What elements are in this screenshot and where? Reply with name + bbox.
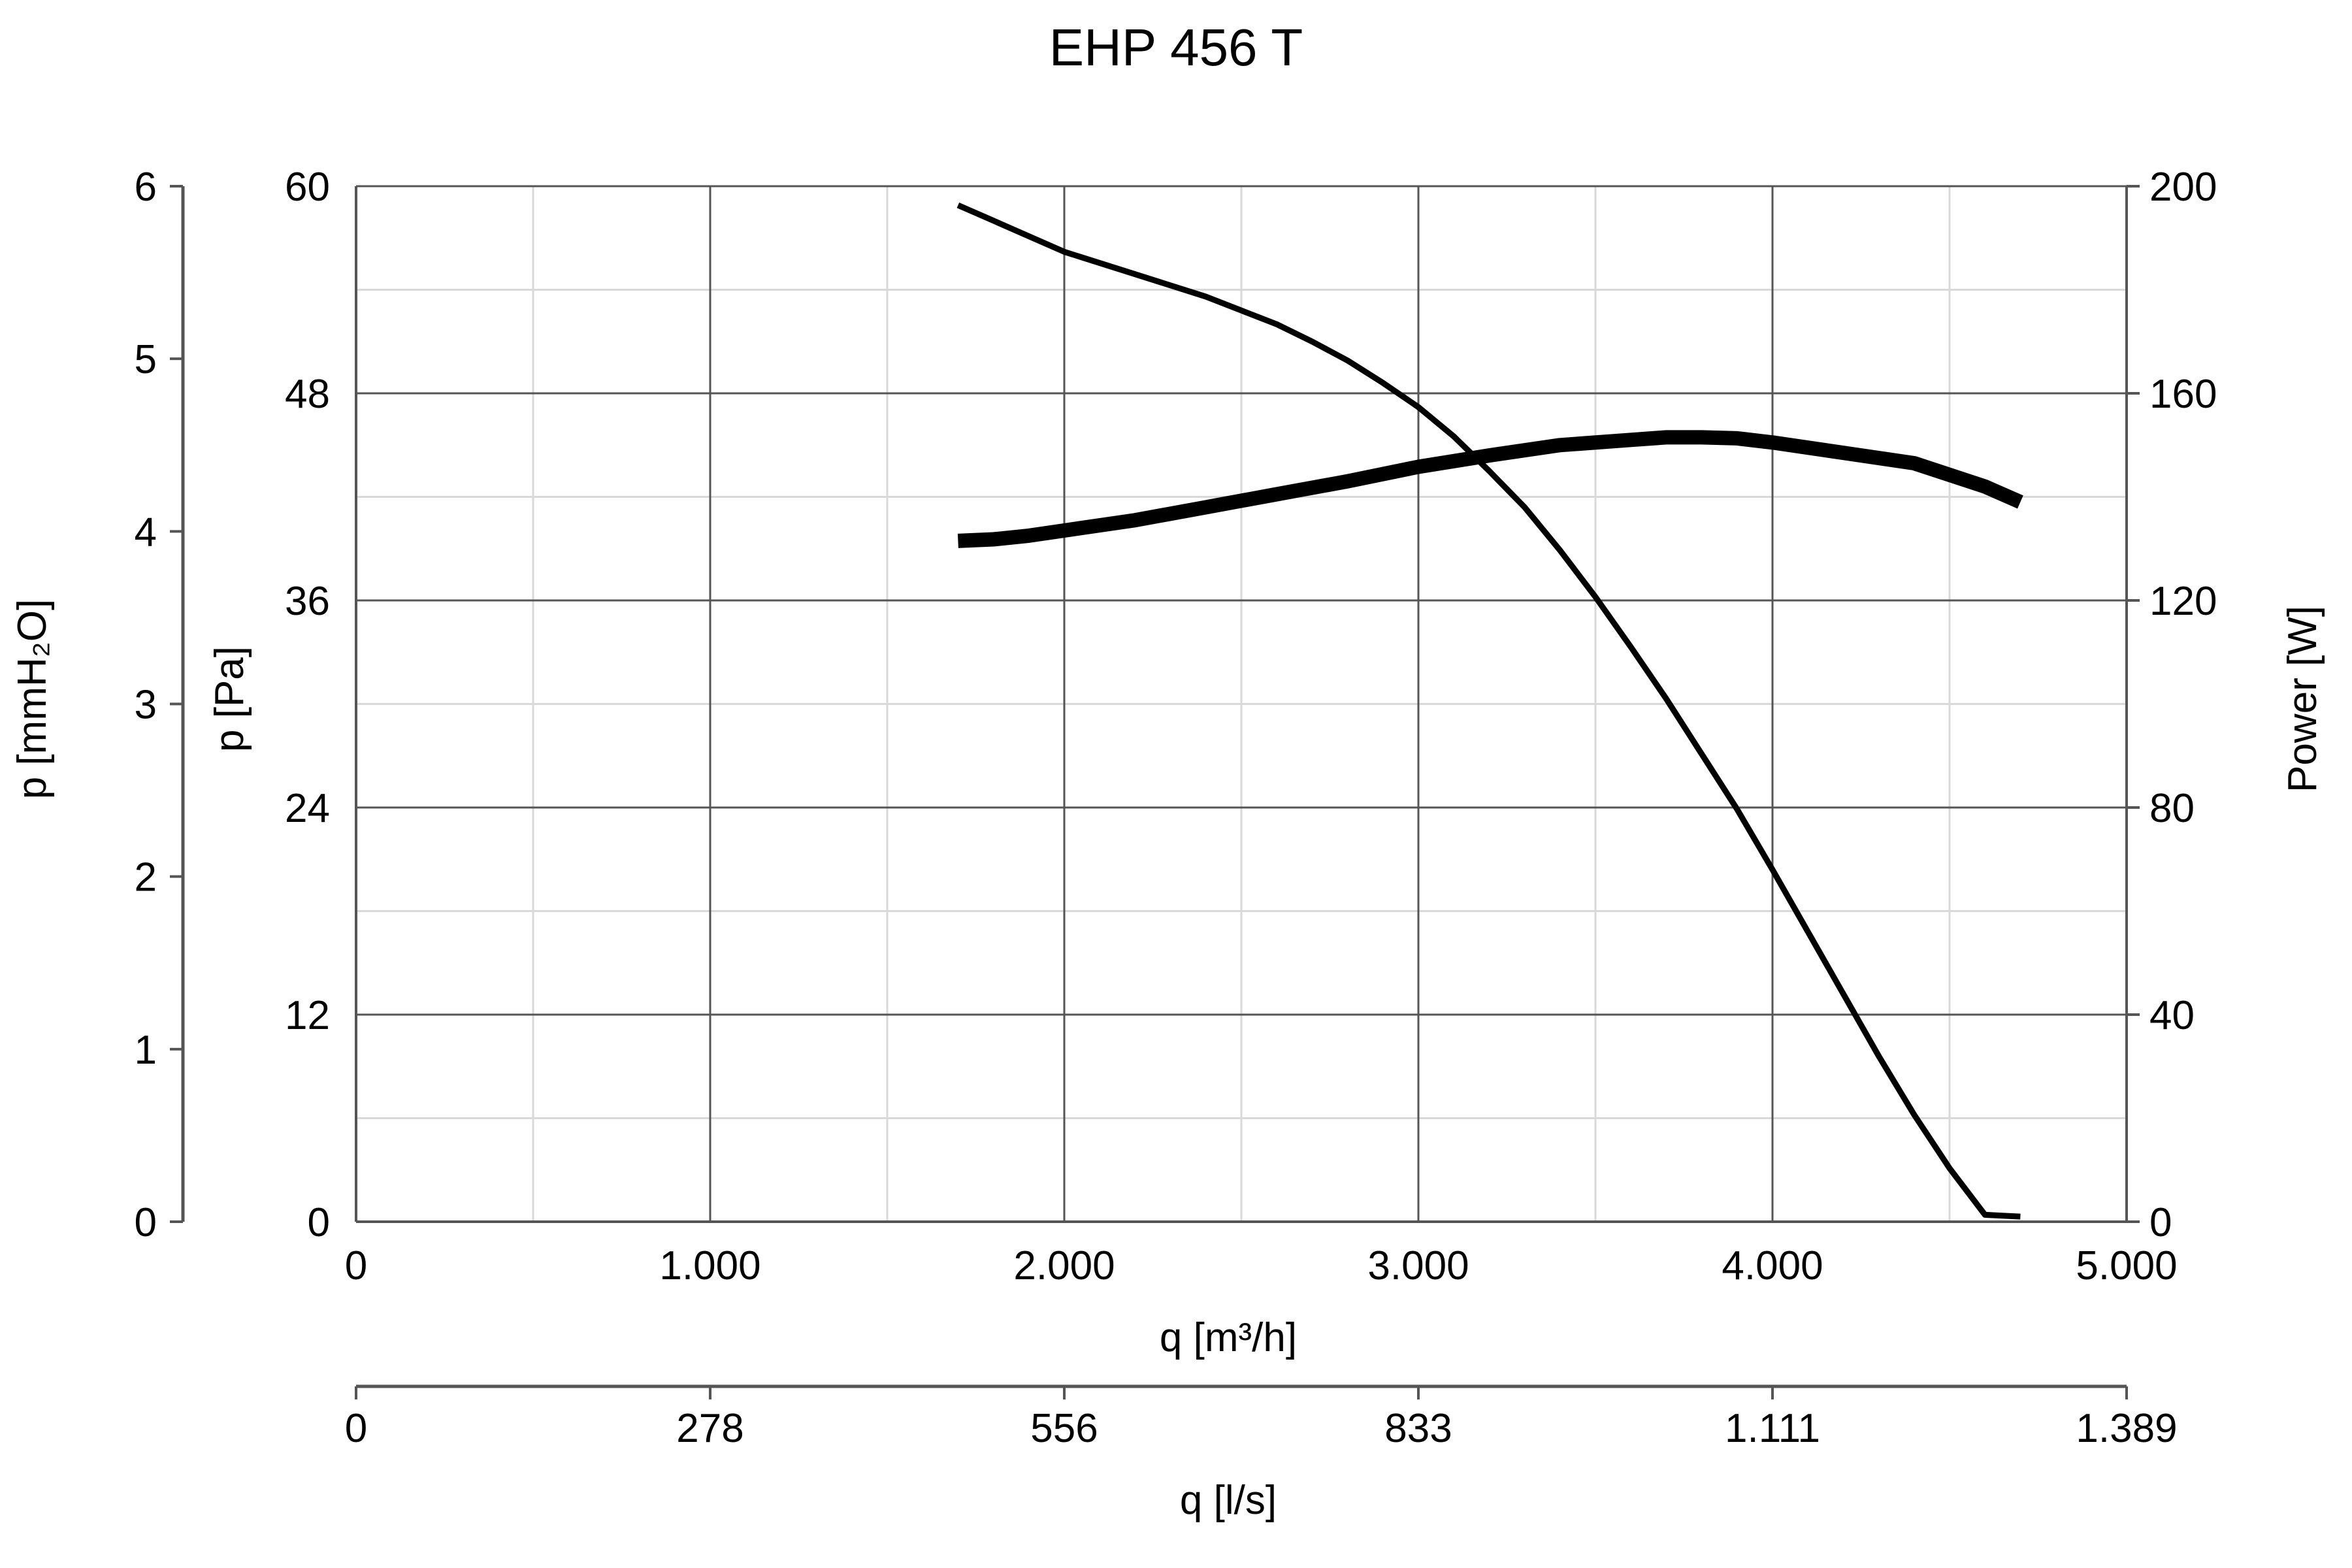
- x2-axis-label: q [l/s]: [1180, 1478, 1277, 1523]
- y-tick-label: 24: [285, 786, 330, 831]
- x2-tick-label: 1.111: [1725, 1406, 1820, 1451]
- data-series: [956, 202, 2023, 1220]
- x2-tick-label: 1.389: [2076, 1406, 2177, 1451]
- x2-tick-label: 0: [345, 1406, 367, 1451]
- x2-tick-label: 556: [1030, 1406, 1098, 1451]
- y2-tick-label: 40: [2149, 993, 2195, 1038]
- x-axis-label: q [m³/h]: [1160, 1315, 1297, 1360]
- y2-tick-label: 200: [2149, 165, 2217, 210]
- y-outer-tick-label: 5: [135, 337, 157, 382]
- y-outer-tick-label: 2: [135, 855, 157, 900]
- y2-tick-label: 80: [2149, 786, 2195, 831]
- y-outer-tick-label: 3: [135, 683, 157, 728]
- minor-gridlines: [356, 186, 2127, 1222]
- y-outer-tick-label: 6: [135, 165, 157, 210]
- x2-tick-label: 833: [1384, 1406, 1452, 1451]
- x-tick-label: 5.000: [2076, 1243, 2177, 1288]
- y2-tick-label: 0: [2149, 1200, 2172, 1245]
- y-outer-axis-label: p [mmH₂O]: [10, 599, 55, 800]
- y2-tick-label: 120: [2149, 579, 2217, 624]
- y-outer-tick-label: 0: [135, 1200, 157, 1245]
- x-tick-label: 3.000: [1367, 1243, 1469, 1288]
- chart-title: EHP 456 T: [1049, 18, 1303, 76]
- y2-tick-label: 160: [2149, 372, 2217, 417]
- x-tick-label: 2.000: [1013, 1243, 1115, 1288]
- x-tick-label: 1.000: [659, 1243, 760, 1288]
- axes: [170, 185, 2140, 1399]
- power-curve: [957, 430, 2023, 548]
- y-tick-label: 12: [285, 993, 330, 1038]
- y-tick-label: 0: [308, 1200, 330, 1245]
- x-tick-label: 4.000: [1722, 1243, 1823, 1288]
- y-axis-label: p [Pa]: [207, 646, 252, 752]
- x-tick-label: 0: [345, 1243, 367, 1288]
- x2-tick-label: 278: [676, 1406, 743, 1451]
- y-tick-label: 48: [285, 372, 330, 417]
- y-outer-tick-label: 1: [135, 1028, 157, 1073]
- y-tick-label: 36: [285, 579, 330, 624]
- pressure-curve: [956, 202, 2021, 1220]
- y-tick-label: 60: [285, 165, 330, 210]
- y2-axis-label: Power [W]: [2280, 606, 2325, 792]
- y-outer-tick-label: 4: [135, 510, 157, 555]
